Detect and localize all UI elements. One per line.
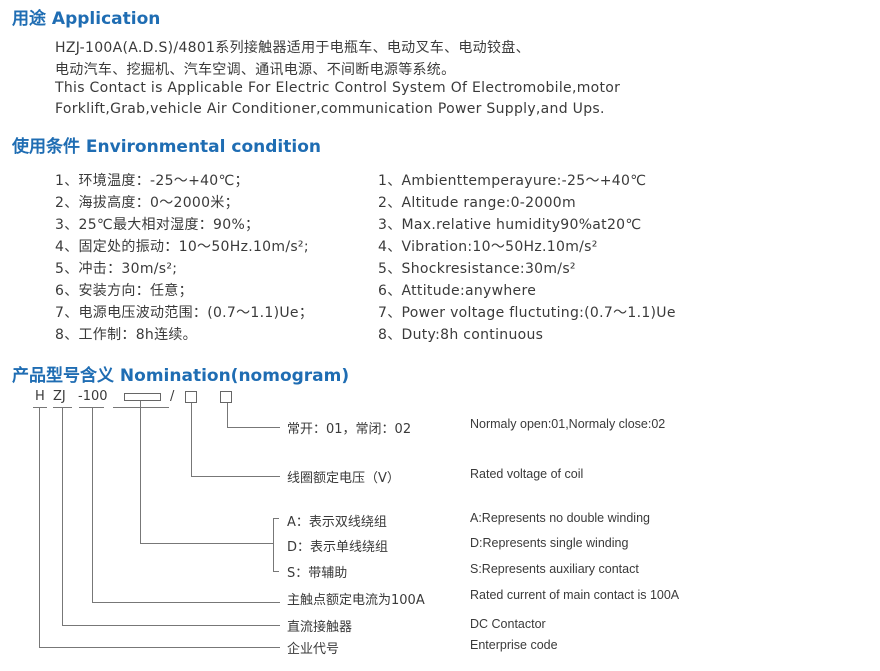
env-item-en: 7、Power voltage fluctuting:(0.7～1.1)Ue [378,305,676,321]
nomogram-item-cn: 直流接触器 [287,620,353,635]
nomogram-item-cn: S：带辅助 [287,566,348,581]
nomogram-item-cn: 线圈额定电压（V） [287,471,400,486]
env-item-cn: 2、海拔高度：0～2000米； [55,195,239,211]
env-item-cn: 5、冲击：30m/s²; [55,261,178,277]
env-item-en: 3、Max.relative humidity90%at20℃ [378,217,642,233]
voltage-box [185,391,197,403]
nomogram-item-en: S:Represents auxiliary contact [470,562,639,576]
code-h: H [35,389,45,404]
code-zj: ZJ [53,389,66,404]
env-item-en: 6、Attitude:anywhere [378,283,537,299]
env-item-en: 4、Vibration:10～50Hz.10m/s² [378,239,598,255]
nomogram-item-cn: 主触点额定电流为100A [287,593,425,608]
nomogram-item-en: Rated current of main contact is 100A [470,588,680,602]
nomogram-item-cn: 常开：01，常闭：02 [287,422,412,437]
env-item-en: 2、Altitude range:0-2000m [378,195,576,211]
nomogram-item-cn: D：表示单线绕组 [287,540,389,555]
nomogram-item-en: Rated voltage of coil [470,467,584,481]
application-line: 电动汽车、挖掘机、汽车空调、通讯电源、不间断电源等系统。 [55,62,456,78]
nomogram-item-en: A:Represents no double winding [470,511,650,525]
env-item-cn: 7、电源电压波动范围：(0.7～1.1)Ue； [55,305,314,321]
env-item-en: 8、Duty:8h continuous [378,327,544,343]
environment-heading: 使用条件 Environmental condition [12,137,321,157]
env-item-cn: 8、工作制：8h连续。 [55,327,197,343]
nomogram-item-en: Normaly open:01,Normaly close:02 [470,417,666,431]
nomination-heading: 产品型号含义 Nomination(nomogram) [12,366,350,386]
application-heading: 用途 Application [12,9,161,29]
application-line: This Contact is Applicable For Electric … [55,80,621,96]
contact-box [220,391,232,403]
env-item-cn: 1、环境温度：-25～+40℃； [55,173,249,189]
code-slash: / [170,389,175,404]
nomogram-item-en: DC Contactor [470,617,546,631]
nomogram-item-en: D:Represents single winding [470,536,629,550]
nomogram-item-cn: 企业代号 [287,642,340,657]
env-item-cn: 3、25℃最大相对湿度：90%； [55,217,260,233]
code-num: -100 [78,389,108,404]
env-item-en: 1、Ambienttemperayure:-25～+40℃ [378,173,647,189]
nomogram-item-en: Enterprise code [470,638,558,652]
winding-box [124,393,161,401]
application-line: Forklift,Grab,vehicle Air Conditioner,co… [55,101,605,117]
env-item-cn: 4、固定处的振动：10～50Hz.10m/s²; [55,239,309,255]
application-line: HZJ-100A(A.D.S)/4801系列接触器适用于电瓶车、电动叉车、电动铰… [55,40,530,56]
env-item-en: 5、Shockresistance:30m/s² [378,261,576,277]
env-item-cn: 6、安装方向：任意； [55,283,193,299]
nomogram-item-cn: A：表示双线绕组 [287,515,387,530]
